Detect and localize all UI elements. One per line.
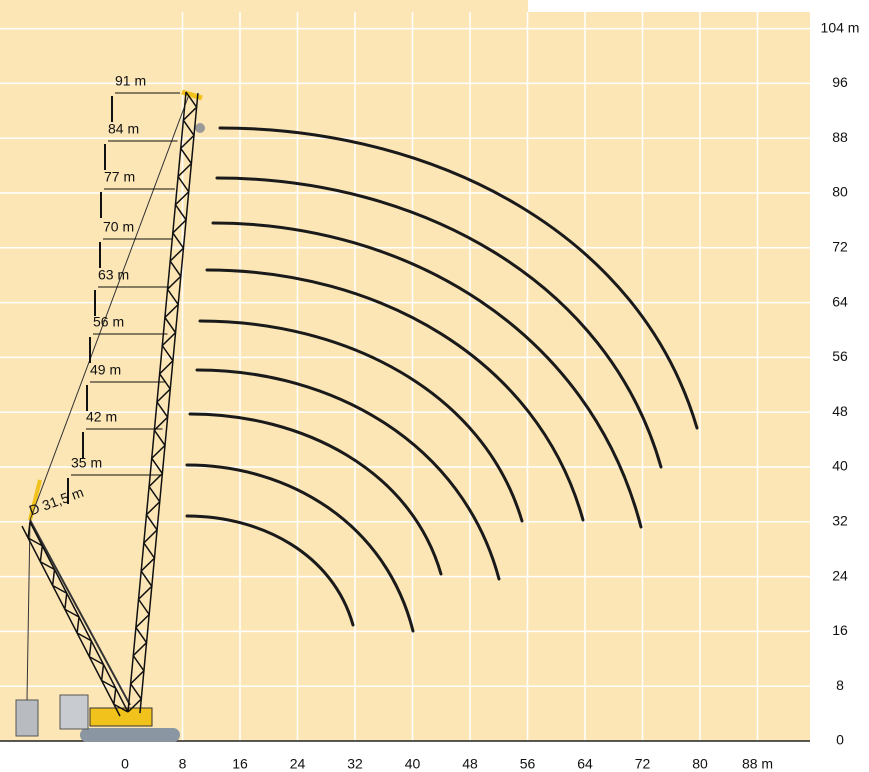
range-curve bbox=[198, 319, 524, 523]
range-curve bbox=[195, 368, 501, 581]
mast-tip bbox=[28, 479, 42, 521]
y-tick-label: 80 bbox=[832, 184, 848, 200]
counterweight bbox=[59, 694, 89, 730]
x-tick-label: 16 bbox=[232, 756, 248, 772]
y-tick-label: 64 bbox=[832, 293, 848, 309]
derrick-mast bbox=[29, 519, 131, 706]
y-tick-label: 104 m bbox=[821, 19, 860, 35]
x-tick-label: 32 bbox=[347, 756, 363, 772]
grid bbox=[0, 12, 810, 741]
x-tick-label: 24 bbox=[290, 756, 306, 772]
x-tick-label: 8 bbox=[179, 756, 187, 772]
range-curve bbox=[215, 176, 663, 469]
boom-length-label: 70 m bbox=[103, 219, 134, 235]
boom-length-label: 84 m bbox=[108, 121, 139, 137]
boom-length-label: 63 m bbox=[98, 267, 129, 283]
boom-length-label: 56 m bbox=[93, 314, 124, 330]
crane bbox=[15, 89, 205, 742]
y-tick-label: 88 bbox=[832, 129, 848, 145]
range-curve bbox=[188, 412, 443, 576]
x-tick-label: 40 bbox=[405, 756, 421, 772]
range-curve bbox=[211, 221, 643, 529]
x-tick-label: 56 bbox=[520, 756, 536, 772]
guy-rope bbox=[29, 91, 191, 521]
range-curve bbox=[218, 126, 699, 430]
y-tick-label: 72 bbox=[832, 239, 848, 255]
y-tick-label: 0 bbox=[836, 732, 844, 748]
main-boom bbox=[127, 91, 199, 714]
range-curve bbox=[185, 463, 415, 633]
top-band bbox=[0, 0, 528, 12]
x-tick-label: 80 bbox=[692, 756, 708, 772]
ballast-rope bbox=[26, 519, 31, 701]
x-tick-label: 0 bbox=[121, 756, 129, 772]
boom-length-label: 42 m bbox=[86, 409, 117, 425]
y-tick-label: 8 bbox=[836, 677, 844, 693]
y-tick-label: 24 bbox=[832, 567, 848, 583]
boom-length-label: 77 m bbox=[104, 169, 135, 185]
hook bbox=[195, 123, 205, 133]
x-tick-label: 48 bbox=[462, 756, 478, 772]
suspended-ballast bbox=[15, 699, 39, 737]
y-tick-label: 16 bbox=[832, 622, 848, 638]
y-tick-label: 48 bbox=[832, 403, 848, 419]
x-tick-label: 64 bbox=[577, 756, 593, 772]
boom-length-label: 91 m bbox=[115, 73, 146, 89]
y-tick-label: 40 bbox=[832, 458, 848, 474]
boom-length-label: 35 m bbox=[71, 455, 102, 471]
x-tick-label: 72 bbox=[635, 756, 651, 772]
boom-length-label: 49 m bbox=[90, 362, 121, 378]
x-tick-label: 88 m bbox=[742, 756, 773, 772]
range-curve bbox=[185, 514, 355, 627]
y-tick-label: 56 bbox=[832, 348, 848, 364]
working-range-curves bbox=[185, 126, 699, 633]
diagram-background bbox=[0, 12, 810, 741]
derrick-lattice bbox=[21, 521, 129, 717]
y-tick-label: 96 bbox=[832, 74, 848, 90]
crawler bbox=[80, 728, 180, 742]
range-curve bbox=[205, 268, 585, 522]
y-tick-label: 32 bbox=[832, 513, 848, 529]
superstructure bbox=[89, 707, 153, 727]
